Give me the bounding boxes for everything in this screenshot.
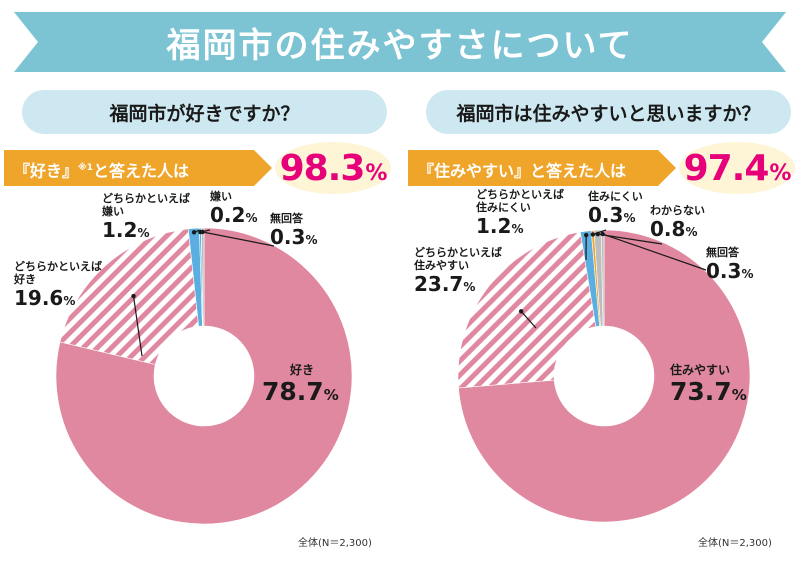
label-slice-0-unit: % bbox=[323, 386, 339, 404]
banner-ribbon-shape bbox=[14, 12, 786, 72]
donut-slice-1 bbox=[457, 231, 597, 389]
headline-glow bbox=[679, 142, 795, 194]
label-slice-4: 無回答 0.3% bbox=[270, 212, 317, 252]
label-slice-0: 住みやすい 73.7% bbox=[670, 364, 747, 410]
donut-slice-4 bbox=[200, 227, 205, 327]
label-slice-5-unit: % bbox=[741, 267, 754, 281]
label-slice-0-unit: % bbox=[731, 386, 747, 404]
donut-slice-0 bbox=[458, 229, 751, 523]
leader-dot-1 bbox=[131, 293, 136, 299]
question-title: 福岡市が好きですか？ bbox=[22, 90, 387, 134]
callout-footnote-mark: ※1 bbox=[78, 163, 94, 173]
label-slice-1-unit: % bbox=[463, 280, 476, 294]
callout-ribbon-shape bbox=[408, 150, 676, 186]
headline-unit: % bbox=[769, 160, 791, 186]
leader-dot-4 bbox=[595, 231, 600, 237]
headline-value: 97.4 bbox=[683, 147, 770, 189]
label-slice-2-unit: % bbox=[511, 222, 524, 236]
title-banner: 福岡市の住みやすさについて bbox=[14, 10, 786, 74]
donut-slice-0 bbox=[55, 227, 353, 525]
leader-dot-5 bbox=[600, 231, 605, 237]
leader-dot-2 bbox=[191, 230, 197, 235]
leader-dot-4 bbox=[200, 229, 205, 235]
panel-like-fukuoka: 福岡市が好きですか？ 『好き』※1と答えた人は 98.3% 好き 78.7% ど… bbox=[4, 84, 394, 562]
label-slice-3-name: 嫌い bbox=[210, 190, 232, 203]
callout-rest: と答えた人は bbox=[530, 161, 627, 181]
label-slice-1-value: 19.6 bbox=[14, 286, 64, 310]
label-slice-4-value: 0.3 bbox=[270, 225, 306, 249]
label-slice-2-value: 1.2 bbox=[102, 218, 138, 242]
label-slice-0-name: 好き bbox=[290, 363, 315, 377]
label-slice-4-name: わからない bbox=[650, 204, 705, 217]
label-slice-2-line-1: どちらかといえば bbox=[102, 192, 190, 205]
question-title: 福岡市は住みやすいと思いますか？ bbox=[426, 90, 791, 134]
label-slice-1: どちらかといえば 住みやすい 23.7% bbox=[414, 246, 502, 299]
callout-ribbon-shape bbox=[4, 150, 272, 186]
donut-chart bbox=[55, 227, 353, 525]
headline-value: 98.3 bbox=[279, 147, 366, 189]
leader-line-4 bbox=[202, 231, 275, 247]
label-slice-3-unit: % bbox=[245, 211, 258, 225]
label-slice-0-value: 73.7 bbox=[670, 377, 732, 406]
callout-answer: 『住みやすい』 bbox=[418, 161, 531, 181]
label-slice-1-line-2: 住みやすい bbox=[414, 259, 469, 272]
label-slice-5-value: 0.3 bbox=[706, 259, 742, 283]
sample-size-note: 全体(N＝2,300) bbox=[298, 538, 372, 549]
label-slice-4-unit: % bbox=[685, 225, 698, 239]
label-slice-0-value: 78.7 bbox=[262, 377, 324, 406]
label-slice-1-line-1: どちらかといえば bbox=[414, 246, 502, 259]
label-slice-2: どちらかといえば 嫌い 1.2% bbox=[102, 192, 190, 245]
label-slice-1-line-2: 好き bbox=[14, 273, 36, 286]
leader-line-5 bbox=[602, 233, 707, 271]
label-slice-2-line-2: 住みにくい bbox=[476, 201, 531, 214]
label-slice-4-value: 0.8 bbox=[650, 217, 686, 241]
headline-percentage: 98.3% bbox=[274, 140, 392, 196]
label-slice-0: 好き 78.7% bbox=[262, 364, 339, 410]
leader-line-3 bbox=[592, 229, 607, 236]
label-slice-3-name: 住みにくい bbox=[588, 190, 643, 203]
label-slice-0-name: 住みやすい bbox=[670, 363, 731, 377]
leader-line-1 bbox=[520, 310, 537, 329]
label-slice-5: 無回答 0.3% bbox=[706, 246, 753, 286]
label-slice-2-line-2: 嫌い bbox=[102, 205, 124, 218]
callout-ribbon: 『住みやすい』と答えた人は bbox=[408, 150, 676, 186]
label-slice-1-line-1: どちらかといえば bbox=[14, 260, 102, 273]
label-slice-2-value: 1.2 bbox=[476, 214, 512, 238]
label-slice-4-name: 無回答 bbox=[270, 212, 303, 225]
callout-ribbon: 『好き』※1と答えた人は bbox=[4, 150, 272, 186]
label-slice-1-value: 23.7 bbox=[414, 272, 464, 296]
leader-dot-2 bbox=[584, 232, 589, 238]
label-slice-4: わからない 0.8% bbox=[650, 204, 705, 244]
label-slice-2-unit: % bbox=[137, 226, 150, 240]
panel-livable-fukuoka: 福岡市は住みやすいと思いますか？ 『住みやすい』と答えた人は 97.4% 住みや… bbox=[408, 84, 798, 562]
label-slice-3: 嫌い 0.2% bbox=[210, 190, 257, 230]
callout-answer: 『好き』 bbox=[14, 161, 79, 181]
leader-dot-1 bbox=[518, 309, 524, 314]
headline-percentage: 97.4% bbox=[678, 140, 796, 196]
label-slice-2: どちらかといえば 住みにくい 1.2% bbox=[476, 188, 564, 241]
donut-slice-1 bbox=[59, 228, 199, 365]
leader-line-1 bbox=[132, 295, 143, 357]
label-slice-4-unit: % bbox=[305, 233, 318, 247]
headline-glow bbox=[275, 142, 391, 194]
donut-chart bbox=[457, 229, 751, 523]
label-slice-5-name: 無回答 bbox=[706, 246, 739, 259]
label-slice-3-value: 0.3 bbox=[588, 203, 624, 227]
donut-slice-5 bbox=[600, 229, 605, 327]
callout-text: 『好き』※1と答えた人は bbox=[14, 150, 189, 186]
headline-unit: % bbox=[365, 160, 387, 186]
leader-dot-3 bbox=[590, 232, 596, 237]
callout-text: 『住みやすい』と答えた人は bbox=[418, 150, 626, 186]
page-title: 福岡市の住みやすさについて bbox=[166, 25, 634, 66]
label-slice-2-line-1: どちらかといえば bbox=[476, 188, 564, 201]
sample-size-note: 全体(N＝2,300) bbox=[698, 538, 772, 549]
label-slice-1: どちらかといえば 好き 19.6% bbox=[14, 260, 102, 313]
label-slice-3-unit: % bbox=[623, 211, 636, 225]
label-slice-3-value: 0.2 bbox=[210, 203, 246, 227]
callout-rest: と答えた人は bbox=[93, 161, 190, 181]
label-slice-3: 住みにくい 0.3% bbox=[588, 190, 643, 230]
label-slice-1-unit: % bbox=[63, 294, 76, 308]
